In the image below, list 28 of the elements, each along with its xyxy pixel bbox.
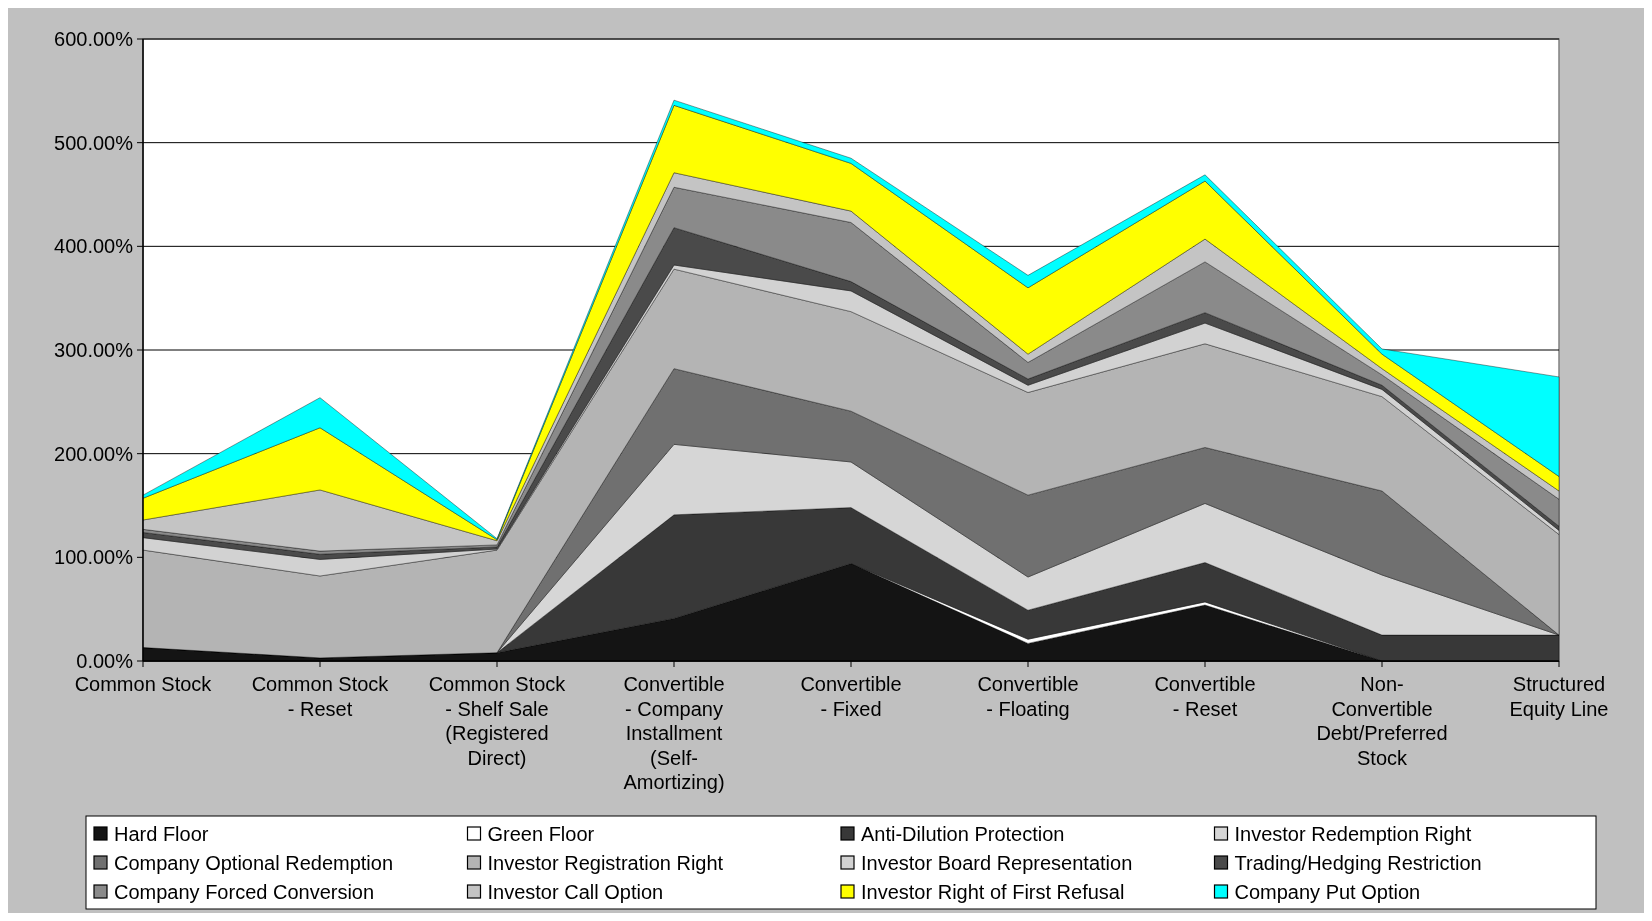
x-tick-label: Common Stock - Reset	[251, 673, 390, 720]
x-tick-label: Convertible - Company Installment (Self-Amortizing)	[623, 673, 725, 793]
legend-label: Hard Floor	[114, 823, 209, 845]
x-tick-label: Common Stock	[74, 673, 213, 695]
y-tick-label: 0.00%	[76, 650, 134, 672]
x-tick-label: Convertible - Floating	[977, 673, 1079, 720]
legend-label: Green Floor	[487, 823, 595, 845]
legend-label: Investor Call Option	[487, 881, 664, 903]
x-tick-label: Structured Equity Line	[1509, 673, 1609, 720]
x-tick-label: Convertible - Reset	[1154, 673, 1256, 720]
y-tick-label: 400.00%	[54, 235, 134, 258]
y-tick-label: 500.00%	[54, 131, 134, 154]
y-tick-label: 200.00%	[54, 442, 134, 465]
legend-label: Company Optional Redemption	[114, 852, 394, 874]
legend-label: Investor Redemption Right	[1234, 823, 1472, 845]
legend-label: Company Put Option	[1234, 881, 1421, 903]
y-tick-label: 600.00%	[54, 28, 134, 50]
legend-label: Company Forced Conversion	[114, 881, 375, 903]
legend-label: Investor Registration Right	[487, 852, 724, 874]
legend-label: Anti-Dilution Protection	[861, 823, 1065, 845]
x-tick-label: Common Stock - Shelf Sale (Registered Direct)	[428, 673, 567, 769]
x-tick-label: Non-Convertible Debt/Preferred Stock	[1316, 673, 1448, 769]
y-tick-label: 300.00%	[54, 339, 134, 361]
legend-label: Trading/Hedging Restriction	[1234, 852, 1482, 874]
x-tick-label: Convertible - Fixed	[800, 673, 902, 720]
y-tick-label: 100.00%	[54, 546, 134, 569]
legend-label: Investor Right of First Refusal	[861, 881, 1125, 903]
legend-label: Investor Board Representation	[861, 852, 1133, 874]
